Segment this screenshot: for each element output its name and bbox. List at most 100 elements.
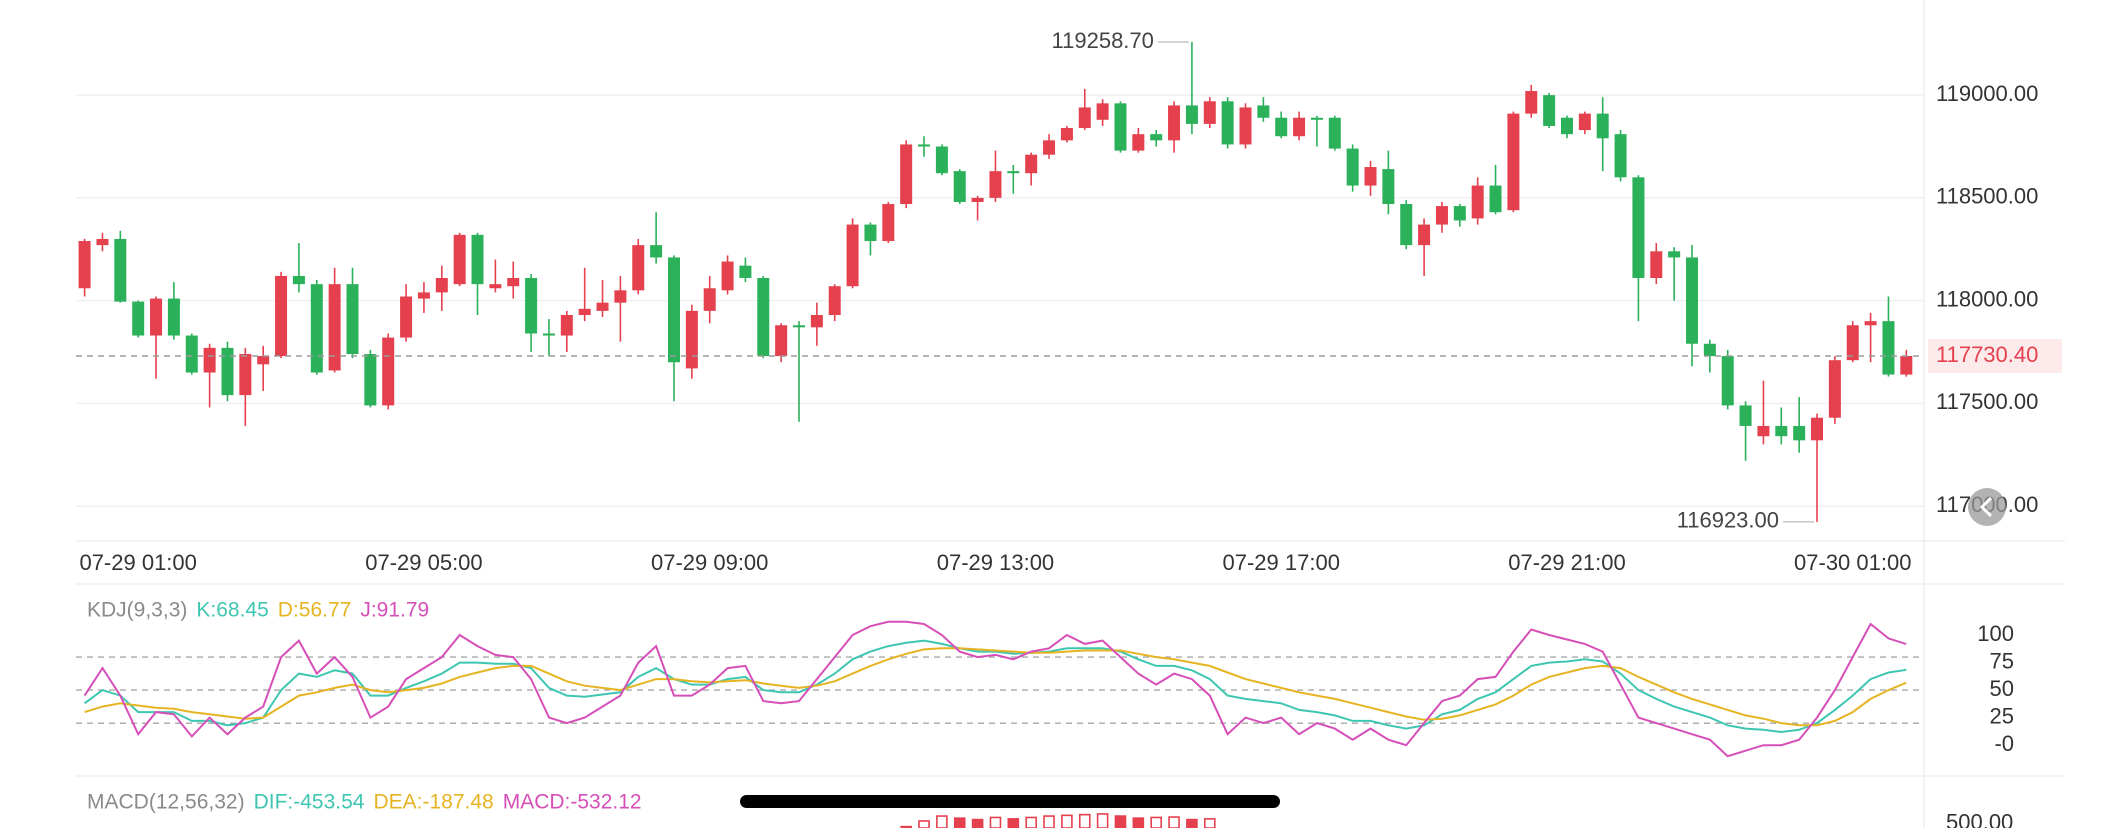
- candle: [1025, 152, 1038, 186]
- candle: [346, 267, 359, 359]
- candle: [1346, 144, 1359, 192]
- candle: [1096, 99, 1109, 126]
- legend-item: MACD:-532.12: [503, 791, 642, 814]
- candle-body: [1811, 417, 1824, 441]
- candle: [632, 238, 645, 295]
- candle: [292, 243, 305, 293]
- candle-body: [1578, 113, 1591, 131]
- candle: [1043, 134, 1056, 159]
- chevron-icon[interactable]: [1979, 496, 1993, 518]
- candle-body: [1828, 360, 1841, 418]
- candle-body: [560, 314, 573, 336]
- y-tick-label: 75: [1990, 648, 2014, 673]
- candle: [1078, 88, 1091, 131]
- candle: [667, 255, 680, 402]
- candle-body: [382, 337, 395, 406]
- candle: [1114, 101, 1127, 153]
- candle: [560, 310, 573, 352]
- scroll-button-circle[interactable]: [1968, 488, 2006, 526]
- candle-body: [1400, 204, 1413, 246]
- legend-item: DIF:-453.54: [254, 791, 365, 814]
- candle: [1293, 111, 1306, 141]
- histogram-bar: [918, 820, 930, 828]
- candle: [221, 341, 234, 402]
- candle-body: [864, 224, 877, 242]
- histogram-bar: [1150, 816, 1162, 828]
- candle-body: [471, 234, 484, 285]
- candle-body: [650, 245, 663, 258]
- candle: [453, 232, 466, 287]
- candle-body: [1525, 91, 1538, 114]
- candle-body: [1221, 101, 1234, 145]
- histogram-bar: [936, 815, 948, 828]
- y-tick-label: 118000.00: [1936, 286, 2038, 311]
- candle: [1471, 177, 1484, 225]
- candle-body: [918, 144, 931, 147]
- candle: [614, 275, 627, 342]
- candle-body: [114, 238, 127, 302]
- candle-body: [1132, 134, 1145, 151]
- x-tick-label: 07-29 17:00: [1223, 550, 1340, 575]
- candle-body: [1846, 325, 1859, 361]
- candle: [810, 302, 823, 346]
- indicator-line: [84, 639, 1907, 734]
- x-tick-label: 07-29 01:00: [79, 550, 196, 575]
- candle-body: [1703, 343, 1716, 357]
- candle-body: [1471, 185, 1484, 219]
- candle: [542, 319, 555, 357]
- candle: [96, 232, 109, 252]
- histogram-bar: [989, 816, 1002, 828]
- histogram-bar: [1007, 818, 1020, 828]
- candle-body: [953, 171, 966, 202]
- candle: [257, 345, 270, 392]
- histogram-bar: [1078, 813, 1091, 828]
- candle-body: [1507, 113, 1520, 211]
- histogram-bar: [900, 825, 912, 828]
- candle: [1596, 97, 1609, 172]
- candle-body: [417, 292, 430, 299]
- candle-body: [78, 241, 91, 289]
- candle: [1525, 84, 1538, 118]
- y-tick-label: 118500.00: [1936, 184, 2038, 209]
- candle: [882, 201, 895, 244]
- panel-title: MACD(12,56,32): [87, 791, 245, 814]
- candle: [471, 232, 484, 315]
- candle: [1435, 201, 1448, 233]
- candle: [793, 321, 805, 422]
- candle: [132, 300, 145, 338]
- candle-body: [239, 354, 252, 396]
- panel-title: KDJ(9,3,3): [87, 599, 187, 622]
- candle: [1864, 312, 1877, 363]
- candle: [382, 333, 395, 410]
- candle-body: [775, 325, 788, 357]
- candle-body: [1275, 117, 1288, 137]
- candle-body: [310, 284, 323, 373]
- candle-body: [793, 325, 805, 328]
- candle-body: [1614, 134, 1627, 178]
- candle: [1382, 150, 1395, 215]
- candle: [114, 230, 127, 303]
- candle-body: [1864, 321, 1877, 326]
- candle-body: [364, 354, 377, 406]
- candle-body: [935, 146, 948, 174]
- candle-body: [846, 224, 859, 287]
- candle: [1668, 247, 1681, 301]
- candle: [167, 282, 180, 340]
- y-tick-label: 50: [1990, 676, 2014, 701]
- candle: [1185, 41, 1198, 135]
- candle: [1757, 380, 1770, 445]
- candle-body: [596, 302, 609, 311]
- candle-body: [1882, 321, 1895, 375]
- candle-body: [132, 301, 145, 336]
- candle-body: [96, 238, 109, 246]
- candle: [953, 169, 966, 205]
- candle: [1453, 204, 1466, 227]
- candle: [417, 282, 430, 313]
- indicator-line: [83, 620, 1907, 758]
- candle-body: [1150, 134, 1163, 141]
- annotation-label: 119258.70: [1052, 28, 1154, 53]
- scroll-button[interactable]: [1968, 488, 2006, 526]
- last-price-label: 117730.40: [1936, 342, 2038, 367]
- candle-body: [703, 288, 716, 311]
- candle: [1239, 103, 1252, 149]
